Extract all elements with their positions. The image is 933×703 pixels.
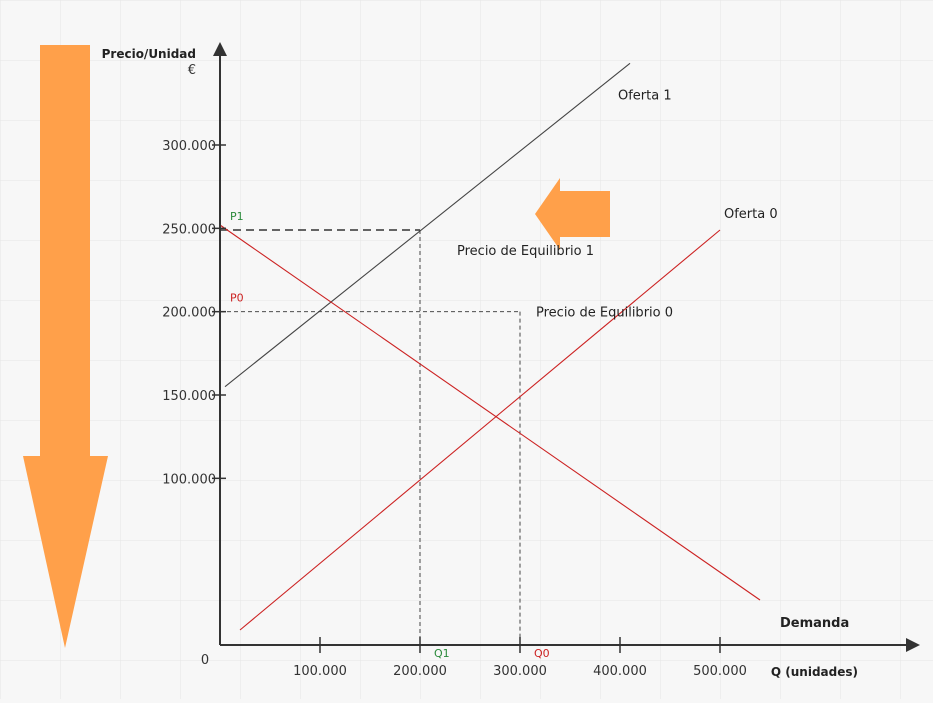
- origin-label: 0: [201, 653, 209, 668]
- y-tick-label: 200.000: [162, 306, 216, 321]
- y-tick-label: 100.000: [162, 472, 216, 487]
- series-line: [224, 62, 631, 388]
- y-axis-arrowhead-icon: [213, 42, 227, 56]
- series-name-label: Oferta 1: [618, 88, 672, 103]
- axis-ticks: 100.000 200.000 300.000 400.000 500.000 100.0…: [162, 139, 747, 679]
- price-marker-label: P1: [230, 210, 244, 223]
- x-tick-label: 300.000: [493, 664, 547, 679]
- y-tick-label: 250.000: [162, 222, 216, 237]
- series-line: [219, 224, 761, 601]
- y-tick-label: 150.000: [162, 389, 216, 404]
- x-tick-label: 200.000: [393, 664, 447, 679]
- x-tick-label: 100.000: [293, 664, 347, 679]
- y-axis-unit: €: [188, 63, 196, 78]
- quantity-marker-label: Q1: [434, 647, 450, 660]
- series-name-label: Demanda: [780, 616, 849, 631]
- equilibrium-label: Precio de Equilibrio 1: [457, 244, 594, 259]
- series-line: [239, 229, 721, 631]
- x-axis-arrowhead-icon: [906, 638, 920, 652]
- x-tick-label: 500.000: [693, 664, 747, 679]
- price-marker-label: P0: [230, 292, 244, 305]
- y-axis-title: Precio/Unidad: [102, 47, 196, 61]
- x-tick-label: 400.000: [593, 664, 647, 679]
- x-axis-title: Q (unidades): [771, 665, 858, 679]
- equilibrium-label: Precio de Equilibrio 0: [536, 306, 673, 321]
- chart-labels: Oferta 1 Oferta 0 Demanda Precio de Equilib…: [230, 88, 849, 660]
- series-lines: [219, 62, 761, 631]
- y-tick-label: 300.000: [162, 139, 216, 154]
- quantity-marker-label: Q0: [534, 647, 550, 660]
- equilibrium-guides: [220, 229, 521, 645]
- series-name-label: Oferta 0: [724, 207, 778, 222]
- large-down-arrow-icon: [23, 45, 108, 648]
- left-shift-arrow-icon: [535, 178, 610, 250]
